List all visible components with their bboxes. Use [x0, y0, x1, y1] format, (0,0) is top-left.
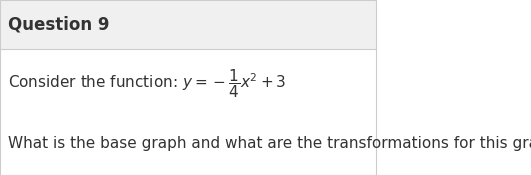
Text: Question 9: Question 9	[8, 16, 110, 33]
FancyBboxPatch shape	[0, 0, 376, 49]
Text: What is the base graph and what are the transformations for this graph?: What is the base graph and what are the …	[8, 136, 531, 151]
Text: Consider the function: $y = -\dfrac{1}{4}x^2 + 3$: Consider the function: $y = -\dfrac{1}{4…	[8, 68, 287, 100]
